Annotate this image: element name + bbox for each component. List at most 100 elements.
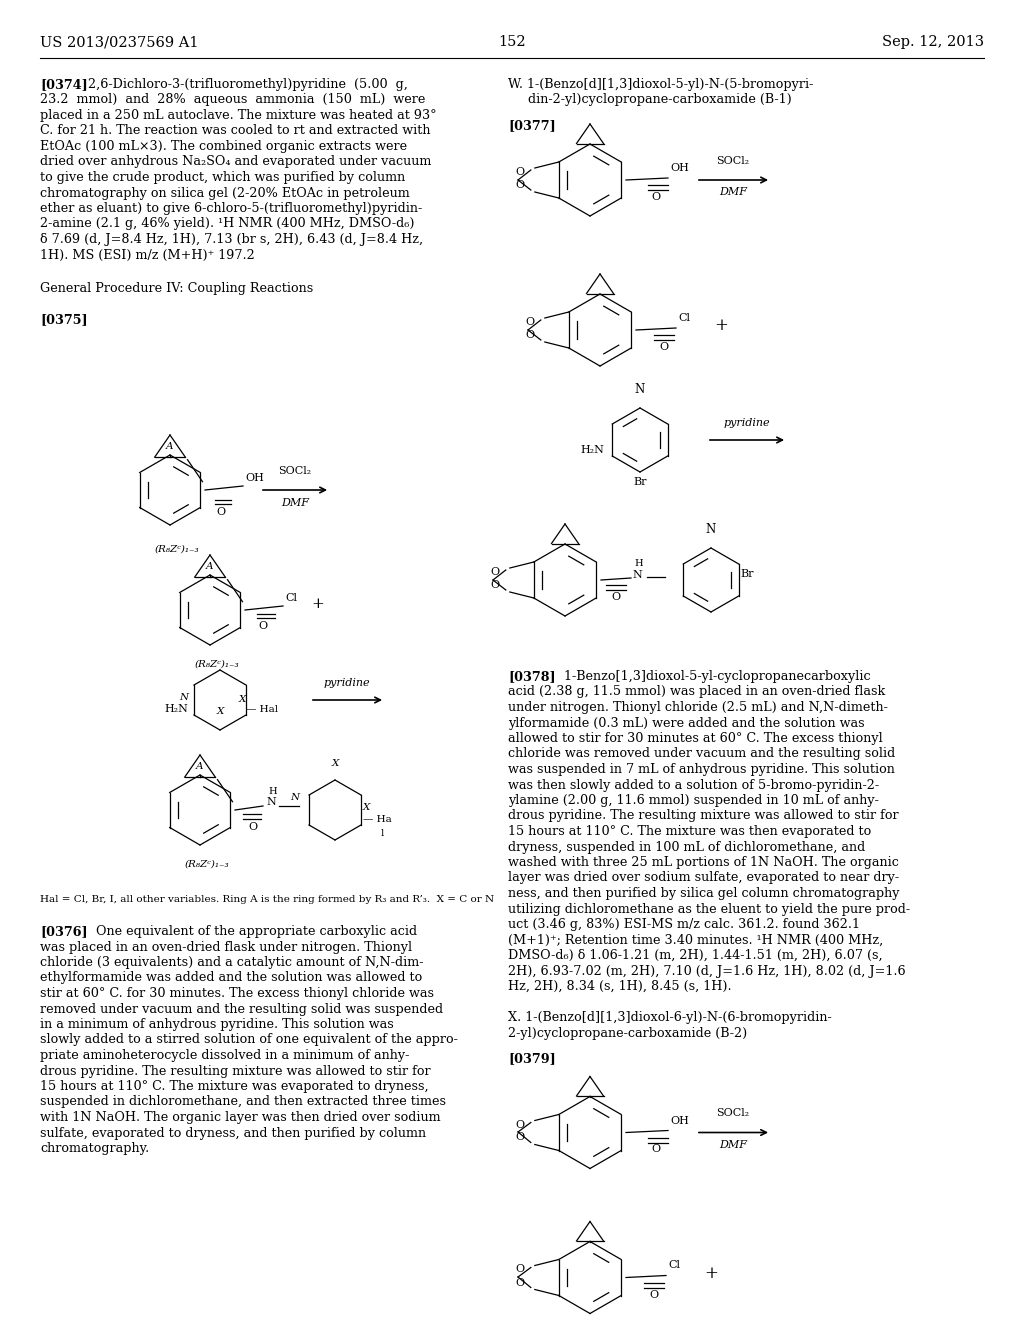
Text: General Procedure IV: Coupling Reactions: General Procedure IV: Coupling Reactions [40, 282, 313, 294]
Text: 152: 152 [499, 36, 525, 49]
Text: with 1N NaOH. The organic layer was then dried over sodium: with 1N NaOH. The organic layer was then… [40, 1111, 440, 1125]
Text: O: O [516, 1278, 525, 1287]
Text: Br: Br [633, 477, 647, 487]
Text: O: O [258, 620, 267, 631]
Text: N: N [632, 570, 642, 579]
Text: +: + [311, 597, 325, 611]
Text: Hal = Cl, Br, I, all other variables. Ring A is the ring formed by R₃ and R’₃.  : Hal = Cl, Br, I, all other variables. Ri… [40, 895, 495, 904]
Text: O: O [651, 191, 660, 202]
Text: H: H [268, 788, 276, 796]
Text: δ 7.69 (d, J=8.4 Hz, 1H), 7.13 (br s, 2H), 6.43 (d, J=8.4 Hz,: δ 7.69 (d, J=8.4 Hz, 1H), 7.13 (br s, 2H… [40, 234, 423, 246]
Text: removed under vacuum and the resulting solid was suspended: removed under vacuum and the resulting s… [40, 1002, 443, 1015]
Text: X: X [216, 708, 223, 715]
Text: chromatography.: chromatography. [40, 1142, 150, 1155]
Text: drous pyridine. The resulting mixture was allowed to stir for: drous pyridine. The resulting mixture wa… [40, 1064, 431, 1077]
Text: 2-amine (2.1 g, 46% yield). ¹H NMR (400 MHz, DMSO-d₆): 2-amine (2.1 g, 46% yield). ¹H NMR (400 … [40, 218, 415, 231]
Text: O: O [611, 591, 621, 602]
Text: DMF: DMF [281, 498, 309, 508]
Text: ether as eluant) to give 6-chloro-5-(trifluoromethyl)pyridin-: ether as eluant) to give 6-chloro-5-(tri… [40, 202, 422, 215]
Text: (R₈Zᶜ)₁₋₃: (R₈Zᶜ)₁₋₃ [155, 545, 200, 554]
Text: suspended in dichloromethane, and then extracted three times: suspended in dichloromethane, and then e… [40, 1096, 446, 1109]
Text: (R₈Zᶜ)₁₋₃: (R₈Zᶜ)₁₋₃ [195, 660, 240, 669]
Text: N: N [635, 383, 645, 396]
Text: A: A [197, 763, 204, 771]
Text: uct (3.46 g, 83%) ESI-MS m/z calc. 361.2. found 362.1: uct (3.46 g, 83%) ESI-MS m/z calc. 361.2… [508, 917, 860, 931]
Text: US 2013/0237569 A1: US 2013/0237569 A1 [40, 36, 199, 49]
Text: under nitrogen. Thionyl chloride (2.5 mL) and N,N-dimeth-: under nitrogen. Thionyl chloride (2.5 mL… [508, 701, 888, 714]
Text: was placed in an oven-dried flask under nitrogen. Thionyl: was placed in an oven-dried flask under … [40, 940, 412, 953]
Text: (R₈Zᶜ)₁₋₃: (R₈Zᶜ)₁₋₃ [185, 861, 229, 869]
Text: N: N [179, 693, 188, 702]
Text: priate aminoheterocycle dissolved in a minimum of anhy-: priate aminoheterocycle dissolved in a m… [40, 1049, 410, 1063]
Text: W. 1-(Benzo[d][1,3]dioxol-5-yl)-N-(5-bromopyri-: W. 1-(Benzo[d][1,3]dioxol-5-yl)-N-(5-bro… [508, 78, 813, 91]
Text: chloride (3 equivalents) and a catalytic amount of N,N-dim-: chloride (3 equivalents) and a catalytic… [40, 956, 424, 969]
Text: +: + [714, 318, 728, 334]
Text: H₂N: H₂N [581, 445, 604, 455]
Text: — Ha: — Ha [362, 814, 392, 824]
Text: OH: OH [670, 162, 689, 173]
Text: OH: OH [245, 473, 264, 483]
Text: allowed to stir for 30 minutes at 60° C. The excess thionyl: allowed to stir for 30 minutes at 60° C.… [508, 733, 883, 744]
Text: utilizing dichloromethane as the eluent to yield the pure prod-: utilizing dichloromethane as the eluent … [508, 903, 910, 916]
Text: One equivalent of the appropriate carboxylic acid: One equivalent of the appropriate carbox… [88, 925, 417, 939]
Text: 15 hours at 110° C. The mixture was then evaporated to: 15 hours at 110° C. The mixture was then… [508, 825, 871, 838]
Text: stir at 60° C. for 30 minutes. The excess thionyl chloride was: stir at 60° C. for 30 minutes. The exces… [40, 987, 434, 1001]
Text: O: O [516, 180, 525, 190]
Text: A: A [206, 562, 214, 572]
Text: C. for 21 h. The reaction was cooled to rt and extracted with: C. for 21 h. The reaction was cooled to … [40, 124, 430, 137]
Text: chloride was removed under vacuum and the resulting solid: chloride was removed under vacuum and th… [508, 747, 895, 760]
Text: SOCl₂: SOCl₂ [717, 156, 750, 166]
Text: N: N [290, 793, 299, 803]
Text: Br: Br [740, 569, 755, 579]
Text: layer was dried over sodium sulfate, evaporated to near dry-: layer was dried over sodium sulfate, eva… [508, 871, 899, 884]
Text: 23.2  mmol)  and  28%  aqueous  ammonia  (150  mL)  were: 23.2 mmol) and 28% aqueous ammonia (150 … [40, 94, 425, 107]
Text: [0374]: [0374] [40, 78, 88, 91]
Text: O: O [516, 1119, 525, 1130]
Text: slowly added to a stirred solution of one equivalent of the appro-: slowly added to a stirred solution of on… [40, 1034, 458, 1047]
Text: [0378]: [0378] [508, 671, 556, 682]
Text: Cl: Cl [678, 313, 690, 323]
Text: DMF: DMF [719, 187, 746, 197]
Text: O: O [216, 507, 225, 517]
Text: Hz, 2H), 8.34 (s, 1H), 8.45 (s, 1H).: Hz, 2H), 8.34 (s, 1H), 8.45 (s, 1H). [508, 979, 731, 993]
Text: acid (2.38 g, 11.5 mmol) was placed in an oven-dried flask: acid (2.38 g, 11.5 mmol) was placed in a… [508, 685, 886, 698]
Text: was then slowly added to a solution of 5-bromo-pyridin-2-: was then slowly added to a solution of 5… [508, 779, 880, 792]
Text: O: O [516, 1133, 525, 1143]
Text: chromatography on silica gel (2-20% EtOAc in petroleum: chromatography on silica gel (2-20% EtOA… [40, 186, 410, 199]
Text: N: N [706, 523, 716, 536]
Text: +: + [705, 1265, 718, 1282]
Text: O: O [525, 330, 535, 341]
Text: pyridine: pyridine [724, 418, 770, 428]
Text: 15 hours at 110° C. The mixture was evaporated to dryness,: 15 hours at 110° C. The mixture was evap… [40, 1080, 429, 1093]
Text: 1-Benzo[1,3]dioxol-5-yl-cyclopropanecarboxylic: 1-Benzo[1,3]dioxol-5-yl-cyclopropanecarb… [556, 671, 870, 682]
Text: Sep. 12, 2013: Sep. 12, 2013 [882, 36, 984, 49]
Text: DMF: DMF [719, 1139, 746, 1150]
Text: H: H [634, 560, 643, 569]
Text: ness, and then purified by silica gel column chromatography: ness, and then purified by silica gel co… [508, 887, 899, 900]
Text: O: O [490, 579, 500, 590]
Text: (M+1)⁺; Retention time 3.40 minutes. ¹H NMR (400 MHz,: (M+1)⁺; Retention time 3.40 minutes. ¹H … [508, 933, 884, 946]
Text: placed in a 250 mL autoclave. The mixture was heated at 93°: placed in a 250 mL autoclave. The mixtur… [40, 110, 436, 121]
Text: in a minimum of anhydrous pyridine. This solution was: in a minimum of anhydrous pyridine. This… [40, 1018, 394, 1031]
Text: H₂N: H₂N [164, 704, 187, 714]
Text: sulfate, evaporated to dryness, and then purified by column: sulfate, evaporated to dryness, and then… [40, 1126, 426, 1139]
Text: ylamine (2.00 g, 11.6 mmol) suspended in 10 mL of anhy-: ylamine (2.00 g, 11.6 mmol) suspended in… [508, 795, 879, 807]
Text: O: O [649, 1290, 658, 1299]
Text: — Hal: — Hal [246, 705, 279, 714]
Text: SOCl₂: SOCl₂ [279, 466, 311, 477]
Text: OH: OH [670, 1115, 689, 1126]
Text: 2H), 6.93-7.02 (m, 2H), 7.10 (d, J=1.6 Hz, 1H), 8.02 (d, J=1.6: 2H), 6.93-7.02 (m, 2H), 7.10 (d, J=1.6 H… [508, 965, 905, 978]
Text: Cl: Cl [668, 1261, 680, 1270]
Text: 1H). MS (ESI) m/z (M+H)⁺ 197.2: 1H). MS (ESI) m/z (M+H)⁺ 197.2 [40, 248, 255, 261]
Text: O: O [516, 1265, 525, 1275]
Text: X: X [362, 803, 371, 812]
Text: Cl: Cl [285, 593, 297, 603]
Text: SOCl₂: SOCl₂ [717, 1109, 750, 1118]
Text: O: O [659, 342, 669, 352]
Text: l: l [381, 829, 384, 837]
Text: EtOAc (100 mL×3). The combined organic extracts were: EtOAc (100 mL×3). The combined organic e… [40, 140, 408, 153]
Text: 2-yl)cyclopropane-carboxamide (B-2): 2-yl)cyclopropane-carboxamide (B-2) [508, 1027, 748, 1040]
Text: [0376]: [0376] [40, 925, 88, 939]
Text: O: O [525, 317, 535, 327]
Text: X. 1-(Benzo[d][1,3]dioxol-6-yl)-N-(6-bromopyridin-: X. 1-(Benzo[d][1,3]dioxol-6-yl)-N-(6-bro… [508, 1011, 831, 1024]
